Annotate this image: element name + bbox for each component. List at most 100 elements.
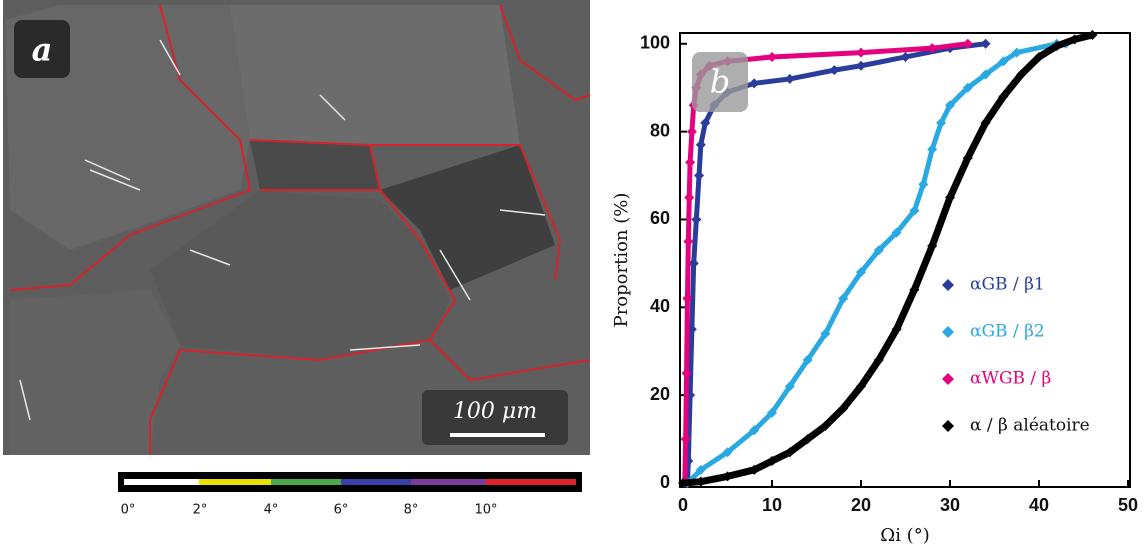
data-point <box>1069 34 1080 45</box>
data-point <box>962 38 973 49</box>
data-point <box>909 284 920 295</box>
boundary <box>499 4 591 102</box>
legend-label: αGB / β2 <box>970 322 1045 342</box>
data-point <box>722 471 733 482</box>
data-point <box>873 245 884 256</box>
data-point <box>936 117 947 128</box>
lamella <box>439 249 471 301</box>
colorbar-label: 10° <box>474 503 497 518</box>
data-point <box>900 51 911 62</box>
legend-marker <box>942 373 954 385</box>
data-point <box>749 78 760 89</box>
data-point <box>749 425 760 436</box>
micrograph: a 100 μm <box>3 0 591 455</box>
data-point <box>684 192 695 203</box>
plot-frame <box>679 32 1131 488</box>
colorbar-segment <box>199 479 271 485</box>
colorbar <box>118 472 582 492</box>
data-point <box>856 267 866 278</box>
legend-label: αWGB / β <box>970 369 1051 389</box>
y-axis-label: Proportion (%) <box>611 193 632 328</box>
data-point <box>695 476 706 487</box>
colorbar-label: 8° <box>404 503 419 518</box>
y-tick-label: 0 <box>660 472 670 492</box>
data-point <box>784 73 795 84</box>
data-point <box>909 205 920 216</box>
x-tick-label: 10 <box>762 495 782 515</box>
data-point <box>767 51 777 62</box>
lamella <box>319 94 346 121</box>
panel-label-box <box>14 20 70 78</box>
lamella <box>189 249 231 266</box>
x-tick-label: 40 <box>1029 495 1049 515</box>
data-point <box>980 69 991 80</box>
data-point <box>829 65 840 76</box>
legend-label: αGB / β1 <box>970 275 1045 295</box>
grain <box>230 5 520 145</box>
data-point <box>784 447 795 458</box>
data-point <box>927 240 938 251</box>
data-point <box>802 355 813 366</box>
grain <box>250 140 380 190</box>
data-point <box>695 464 706 475</box>
y-tick-label: 40 <box>650 296 670 316</box>
data-point <box>980 38 991 49</box>
panel-label: b <box>710 63 730 101</box>
boundary <box>429 339 591 382</box>
colorbar-segment <box>411 479 486 485</box>
colorbar-label: 6° <box>334 503 349 518</box>
colorbar-segment <box>124 479 199 485</box>
data-point <box>1016 69 1027 80</box>
grain <box>150 190 450 360</box>
data-point <box>856 381 866 392</box>
data-point <box>891 324 902 335</box>
data-point <box>1087 30 1098 40</box>
data-point <box>856 47 866 58</box>
lamella <box>159 39 181 76</box>
data-point <box>1034 51 1044 62</box>
data-point <box>784 381 795 392</box>
data-point <box>856 60 866 71</box>
data-point <box>962 82 973 93</box>
lamella <box>89 169 141 191</box>
data-point <box>700 117 711 128</box>
legend-marker <box>942 420 954 432</box>
data-point <box>802 434 813 445</box>
lamella <box>499 209 546 216</box>
data-point <box>918 179 929 190</box>
y-tick-label: 60 <box>650 208 670 228</box>
lamella <box>19 379 31 421</box>
data-point <box>998 91 1009 102</box>
data-point <box>678 478 688 488</box>
data-point <box>891 227 902 238</box>
x-tick-label: 0 <box>678 495 688 515</box>
grain <box>380 145 555 290</box>
data-point <box>683 236 694 247</box>
colorbar-segment <box>486 479 576 485</box>
x-tick-label: 20 <box>851 495 871 515</box>
lamella <box>84 159 131 181</box>
scale-bar-label: 100 μm <box>453 399 537 424</box>
y-tick-label: 20 <box>650 384 670 404</box>
data-point <box>838 403 849 414</box>
data-point <box>685 157 696 168</box>
chart: Ωi (°) Proportion (%) <box>611 32 1131 546</box>
legend-marker <box>942 279 954 291</box>
panel-label-box <box>692 52 748 112</box>
boundary <box>369 144 381 191</box>
panel-label: a <box>32 31 53 69</box>
data-point <box>820 420 831 431</box>
x-tick-label: 30 <box>940 495 960 515</box>
legend-label: α / β aléatoire <box>970 416 1090 436</box>
y-tick-label: 100 <box>640 33 670 53</box>
data-point <box>998 56 1009 67</box>
data-point <box>682 293 693 304</box>
data-point <box>873 355 884 366</box>
data-point <box>681 368 692 379</box>
data-point <box>695 139 706 150</box>
lamella <box>349 344 421 351</box>
colorbar-label: 2° <box>193 503 208 518</box>
grain <box>10 290 180 455</box>
